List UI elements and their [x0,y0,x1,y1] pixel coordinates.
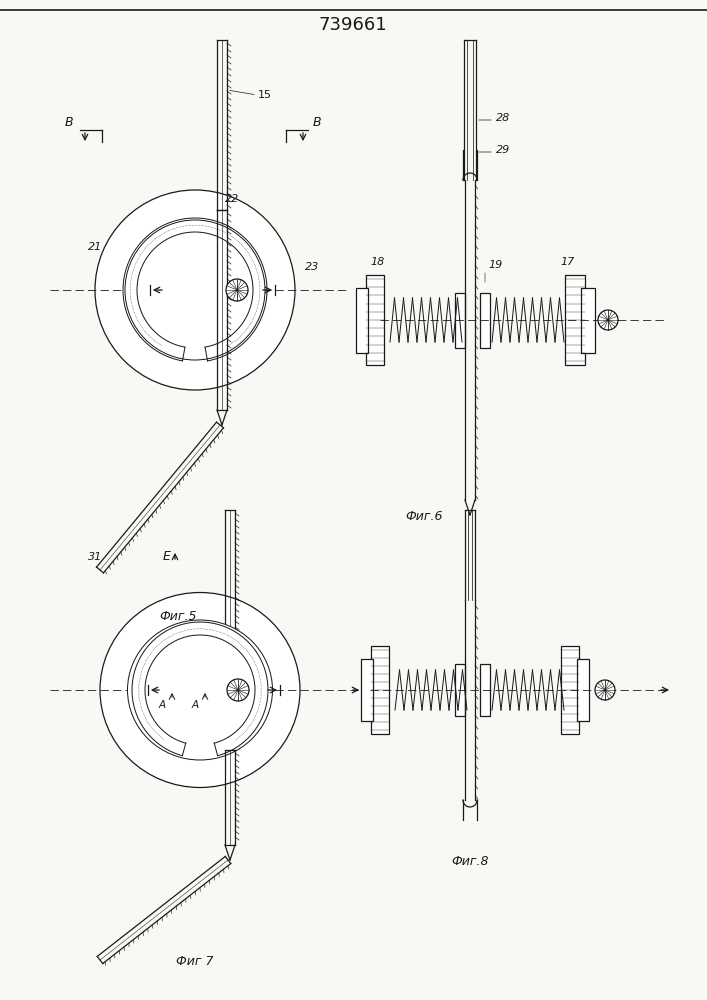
Text: 31: 31 [88,552,103,562]
Bar [361,659,373,721]
Bar [371,646,389,734]
Text: B: B [65,116,74,129]
Ellipse shape [127,620,272,760]
Circle shape [226,279,248,301]
Text: 28: 28 [496,113,510,123]
Bar [561,646,579,734]
Bar [366,275,384,365]
Text: A: A [158,700,165,710]
Text: 17: 17 [560,257,574,267]
Circle shape [598,310,618,330]
Text: 18: 18 [370,257,384,267]
Bar [577,659,589,721]
Text: 15: 15 [258,90,272,100]
Ellipse shape [100,592,300,788]
Bar [565,275,585,365]
Circle shape [95,190,295,390]
Text: 21: 21 [88,242,103,252]
Text: E: E [163,550,171,563]
Text: 22: 22 [225,194,239,204]
Bar [480,292,490,348]
Text: 29: 29 [496,145,510,155]
Circle shape [595,680,615,700]
Text: 739661: 739661 [319,16,387,34]
Text: Фиг 7: Фиг 7 [176,955,214,968]
Text: A: A [192,700,199,710]
Text: B: B [313,116,322,129]
Circle shape [227,679,249,701]
Bar [455,292,465,348]
Bar [455,664,465,716]
Bar [356,288,368,353]
Bar [581,288,595,353]
Text: Фиг.6: Фиг.6 [405,510,443,523]
Circle shape [125,220,265,360]
Text: Фиг.5: Фиг.5 [159,610,197,623]
Text: 19: 19 [488,260,502,270]
Bar [480,664,490,716]
Text: Фиг.8: Фиг.8 [451,855,489,868]
Text: 23: 23 [305,262,320,272]
